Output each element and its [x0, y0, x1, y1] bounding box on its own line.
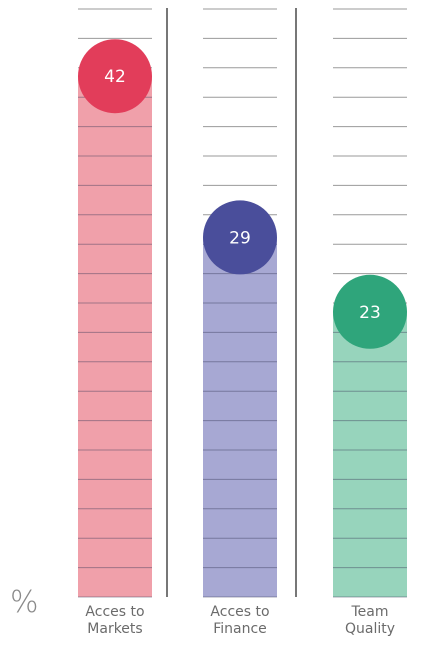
bar — [333, 311, 407, 597]
value-label: 42 — [104, 67, 126, 87]
value-marker — [203, 200, 277, 275]
category-label: Team Quality — [344, 604, 396, 637]
bar — [78, 76, 152, 597]
value-marker — [333, 274, 407, 349]
category-label: Acces to Markets — [85, 604, 145, 637]
value-marker — [78, 39, 152, 114]
value-label: 23 — [359, 303, 381, 323]
bar — [203, 237, 277, 597]
unit-label: % — [10, 585, 39, 620]
category-label: Acces to Finance — [210, 604, 270, 637]
value-label: 29 — [229, 228, 251, 248]
